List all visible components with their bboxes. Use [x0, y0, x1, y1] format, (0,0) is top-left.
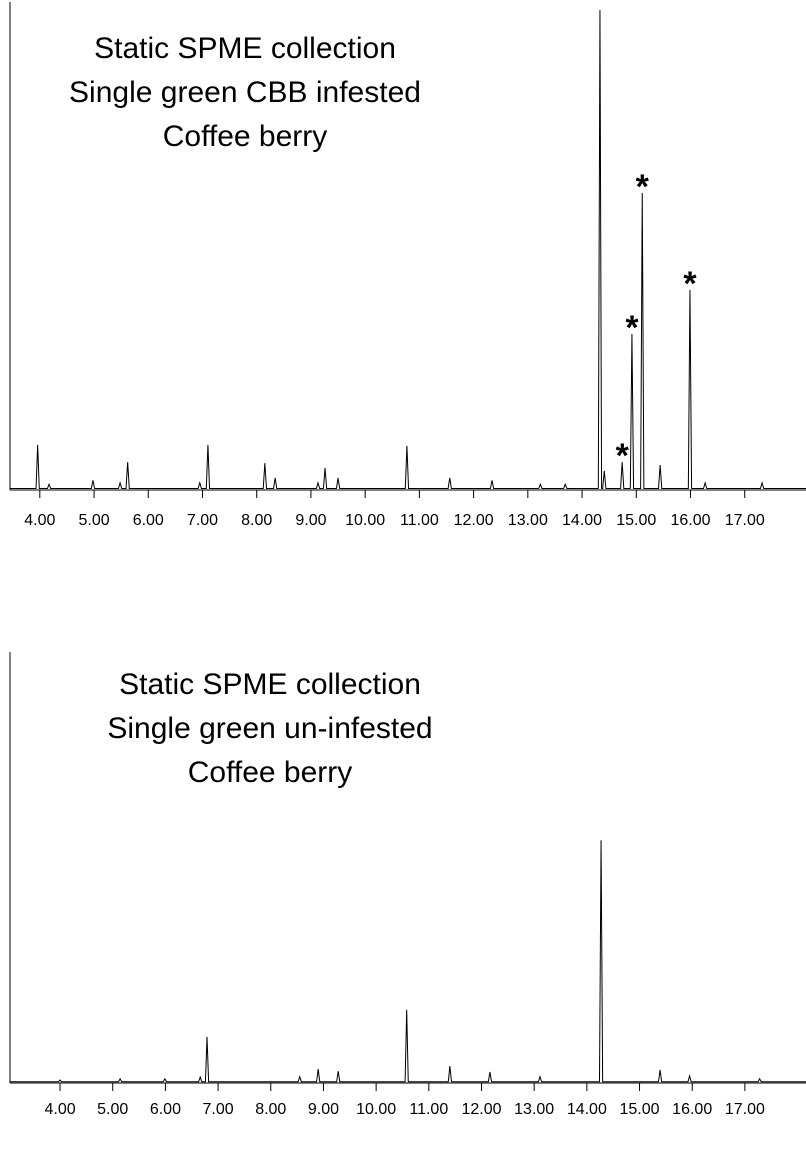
x-tick-label: 7.00 — [203, 1101, 234, 1118]
x-tick-label: 4.00 — [44, 1101, 75, 1118]
x-tick-label: 17.00 — [725, 1101, 765, 1118]
peak-marker: * — [636, 168, 650, 206]
x-tick-label: 17.00 — [725, 512, 765, 529]
x-tick-label: 9.00 — [308, 1101, 339, 1118]
peak-marker: * — [616, 437, 630, 475]
peak-marker: * — [683, 265, 697, 303]
x-tick-label: 13.00 — [514, 1101, 554, 1118]
x-tick-label: 8.00 — [241, 512, 272, 529]
x-tick-label: 9.00 — [295, 512, 326, 529]
x-tick-label: 16.00 — [672, 1101, 712, 1118]
x-tick-label: 7.00 — [187, 512, 218, 529]
x-tick-label: 12.00 — [461, 1101, 501, 1118]
x-tick-label: 6.00 — [133, 512, 164, 529]
x-tick-label: 11.00 — [400, 512, 439, 529]
chart-title: Single green CBB infested — [69, 76, 421, 109]
x-tick-label: 10.00 — [345, 512, 385, 529]
chromatogram-line — [10, 840, 806, 1083]
chart-title: Static SPME collection — [119, 668, 421, 701]
x-tick-label: 12.00 — [454, 512, 494, 529]
x-tick-label: 5.00 — [97, 1101, 128, 1118]
x-tick-label: 13.00 — [508, 512, 548, 529]
chart-title: Single green un-infested — [107, 712, 432, 745]
peak-marker: * — [625, 309, 639, 347]
x-tick-label: 14.00 — [562, 512, 602, 529]
x-tick-label: 8.00 — [255, 1101, 286, 1118]
x-tick-label: 15.00 — [616, 512, 656, 529]
chart-title: Coffee berry — [163, 120, 328, 153]
x-tick-label: 4.00 — [24, 512, 55, 529]
x-tick-label: 16.00 — [670, 512, 710, 529]
x-tick-label: 6.00 — [150, 1101, 181, 1118]
chart-title: Coffee berry — [188, 756, 353, 789]
x-tick-label: 11.00 — [409, 1101, 448, 1118]
chart-title: Static SPME collection — [94, 32, 396, 65]
x-tick-label: 14.00 — [567, 1101, 607, 1118]
x-tick-label: 15.00 — [620, 1101, 660, 1118]
x-tick-label: 10.00 — [356, 1101, 396, 1118]
x-tick-label: 5.00 — [78, 512, 109, 529]
chromatogram-line — [10, 9, 806, 490]
